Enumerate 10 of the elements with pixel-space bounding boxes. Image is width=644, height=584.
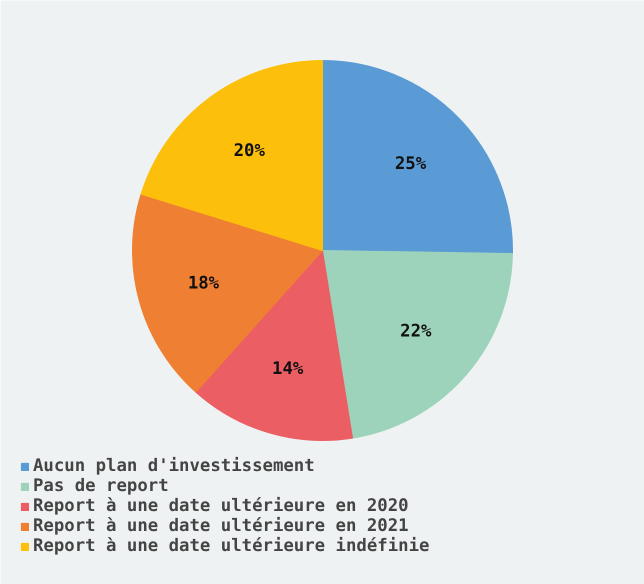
data-label: 14%	[272, 358, 304, 379]
legend-label: Report à une date ultérieure indéfinie	[33, 536, 430, 556]
legend-label: Report à une date ultérieure en 2020	[33, 496, 409, 516]
data-label: 20%	[234, 141, 266, 162]
legend-label: Pas de report	[33, 476, 169, 496]
data-label: 18%	[188, 273, 220, 294]
legend-label: Aucun plan d'investissement	[33, 456, 315, 476]
data-label: 22%	[400, 321, 432, 342]
data-label: 25%	[394, 154, 427, 174]
legend-label: Report à une date ultérieure en 2021	[33, 516, 409, 536]
